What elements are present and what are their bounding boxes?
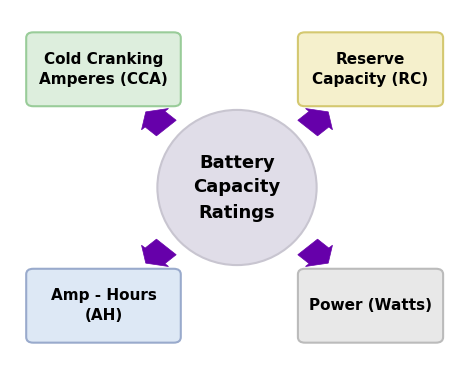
- Polygon shape: [298, 108, 332, 136]
- Polygon shape: [298, 239, 332, 267]
- FancyBboxPatch shape: [298, 269, 443, 343]
- FancyBboxPatch shape: [26, 269, 181, 343]
- Polygon shape: [142, 239, 176, 267]
- Text: Cold Cranking
Amperes (CCA): Cold Cranking Amperes (CCA): [39, 52, 168, 87]
- Polygon shape: [142, 108, 176, 136]
- Ellipse shape: [157, 110, 317, 265]
- Text: Power (Watts): Power (Watts): [309, 298, 432, 313]
- Text: Amp - Hours
(AH): Amp - Hours (AH): [51, 288, 156, 323]
- FancyBboxPatch shape: [26, 32, 181, 106]
- Text: Reserve
Capacity (RC): Reserve Capacity (RC): [312, 52, 428, 87]
- Text: Battery
Capacity
Ratings: Battery Capacity Ratings: [193, 153, 281, 222]
- FancyBboxPatch shape: [298, 32, 443, 106]
